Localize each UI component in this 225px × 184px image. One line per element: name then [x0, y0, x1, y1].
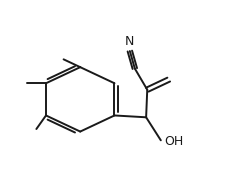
Text: OH: OH	[164, 135, 183, 148]
Text: N: N	[125, 35, 134, 48]
